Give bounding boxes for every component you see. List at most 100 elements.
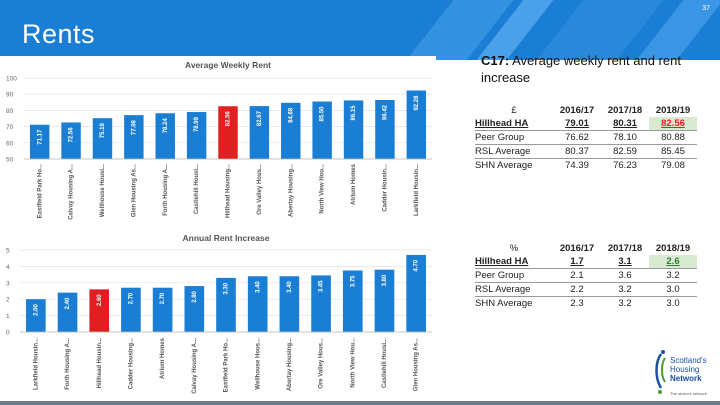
table-cell: 3.6 <box>601 268 649 283</box>
table-cell: 3.1 <box>601 255 649 269</box>
page-number: 37 <box>702 5 710 12</box>
table-cell: 78.10 <box>601 130 649 145</box>
y-tick-label: 100 <box>6 76 17 83</box>
table-cell: 82.59 <box>601 144 649 159</box>
table-cell: 79.01 <box>553 117 601 131</box>
table-cell: 2.6 <box>649 255 697 269</box>
table-header-cell: 2017/18 <box>607 243 643 254</box>
table-header-row: £ 2016/17 2017/18 2018/19 <box>475 104 697 117</box>
logo-line: Housing <box>670 365 700 374</box>
data-label: 84.68 <box>288 107 294 123</box>
chart-title: Annual Rent Increase <box>183 233 270 243</box>
data-label: 2.80 <box>192 290 198 302</box>
table-row: Peer Group 2.1 3.6 3.2 <box>475 268 697 283</box>
table-header-cell: 2016/17 <box>559 105 595 116</box>
table-header-cell: 2018/19 <box>655 243 691 254</box>
table-row: RSL Average 2.2 3.2 3.0 <box>475 282 697 297</box>
chart-code: C17: <box>481 53 510 68</box>
table-cell: 1.7 <box>553 255 601 269</box>
y-tick-label: 60 <box>6 140 14 147</box>
table-row: SHN Average 2.3 3.2 3.0 <box>475 297 697 311</box>
header-band <box>0 0 720 60</box>
table-header-cell: 2017/18 <box>607 105 643 116</box>
increase-table: % 2016/17 2017/18 2018/19 Hillhead HA 1.… <box>475 242 697 310</box>
bar <box>375 99 395 159</box>
x-tick-label: Eastfield Park Ho... <box>224 338 230 393</box>
rent-table: £ 2016/17 2017/18 2018/19 Hillhead HA 79… <box>475 104 697 172</box>
data-label: 78.99 <box>194 116 200 132</box>
y-tick-label: 0 <box>6 330 10 337</box>
x-tick-label: Glen Housing As... <box>414 338 420 391</box>
table-cell: 82.56 <box>649 117 697 131</box>
network-logo-icon <box>655 350 666 394</box>
data-label: 3.45 <box>319 280 325 292</box>
table-cell: 76.23 <box>613 160 637 171</box>
y-tick-label: 1 <box>6 313 10 320</box>
logo-tagline: The sector's network <box>670 391 707 396</box>
table-cell: 2.2 <box>553 282 601 297</box>
x-tick-label: Atrium Homes <box>351 163 357 205</box>
bar <box>311 275 331 332</box>
data-label: 3.40 <box>287 281 293 293</box>
table-cell: 3.2 <box>601 282 649 297</box>
bar <box>26 299 46 332</box>
data-label: 71.17 <box>37 129 43 145</box>
y-tick-label: 4 <box>6 264 10 271</box>
data-label: 75.19 <box>100 123 106 139</box>
table-row: Hillhead HA 79.01 80.31 82.56 <box>475 117 697 131</box>
x-tick-label: Castlehill Housi... <box>382 338 388 388</box>
table-cell: 79.08 <box>661 160 685 171</box>
x-tick-label: Calvay Housing A... <box>69 164 75 220</box>
x-tick-label: Abertay Housing... <box>288 164 294 217</box>
bar <box>155 113 175 159</box>
data-label: 3.75 <box>350 275 356 287</box>
chart-description: C17: Average weekly rent and rent increa… <box>481 52 696 86</box>
table-cell: Peer Group <box>475 130 553 145</box>
y-tick-label: 70 <box>6 124 14 131</box>
logo-line: Scotland's <box>670 356 707 365</box>
bar <box>92 118 113 159</box>
data-label: 78.24 <box>163 118 169 134</box>
table-row: RSL Average 80.37 82.59 85.45 <box>475 144 697 159</box>
table-header-cell: 2018/19 <box>655 105 691 116</box>
x-tick-label: Glen Housing As... <box>131 164 137 217</box>
x-tick-label: Cadder Housing... <box>129 338 135 390</box>
bar <box>218 106 238 159</box>
x-tick-label: Forth Housing A... <box>65 338 71 390</box>
data-label: 82.56 <box>226 111 232 127</box>
table-cell: 3.0 <box>666 298 680 309</box>
data-label: 86.42 <box>383 104 389 120</box>
data-label: 2.40 <box>65 297 71 309</box>
data-label: 92.28 <box>414 95 420 111</box>
bar <box>216 277 236 332</box>
data-label: 82.67 <box>257 110 263 126</box>
bar <box>152 287 173 332</box>
data-label: 2.70 <box>129 292 135 304</box>
bar <box>89 289 110 332</box>
x-tick-label: Hillhead Housin... <box>97 338 103 389</box>
table-header-cell: £ <box>511 105 517 116</box>
x-tick-label: Wellhouse Hous... <box>255 338 261 390</box>
bar <box>29 124 50 159</box>
bar <box>57 292 78 332</box>
bar <box>184 286 205 332</box>
table-header-cell: 2016/17 <box>559 243 595 254</box>
chart-title: Average Weekly Rent <box>185 60 271 70</box>
table-cell: 3.2 <box>618 298 632 309</box>
bottom-bar <box>0 401 720 405</box>
table-cell: RSL Average <box>475 144 553 159</box>
table-cell: 2.3 <box>570 298 584 309</box>
x-tick-label: Cadder Housin... <box>383 164 389 212</box>
bar <box>343 100 364 159</box>
table-cell: 74.39 <box>565 160 589 171</box>
weekly-rent-chart-panel: Average Weekly Rent 50 60 70 80 90 100 71.17 Eas… <box>0 56 436 226</box>
y-tick-label: 3 <box>6 280 10 287</box>
y-tick-label: 90 <box>6 92 14 99</box>
table-header-row: % 2016/17 2017/18 2018/19 <box>475 242 697 255</box>
table-cell: 76.62 <box>553 130 601 145</box>
x-tick-label: Eastfield Park Ho... <box>37 164 43 219</box>
table-cell: 3.0 <box>649 282 697 297</box>
x-tick-label: Larkfield Housin... <box>414 164 420 216</box>
data-label: 2.60 <box>97 294 103 306</box>
bar <box>406 254 426 332</box>
